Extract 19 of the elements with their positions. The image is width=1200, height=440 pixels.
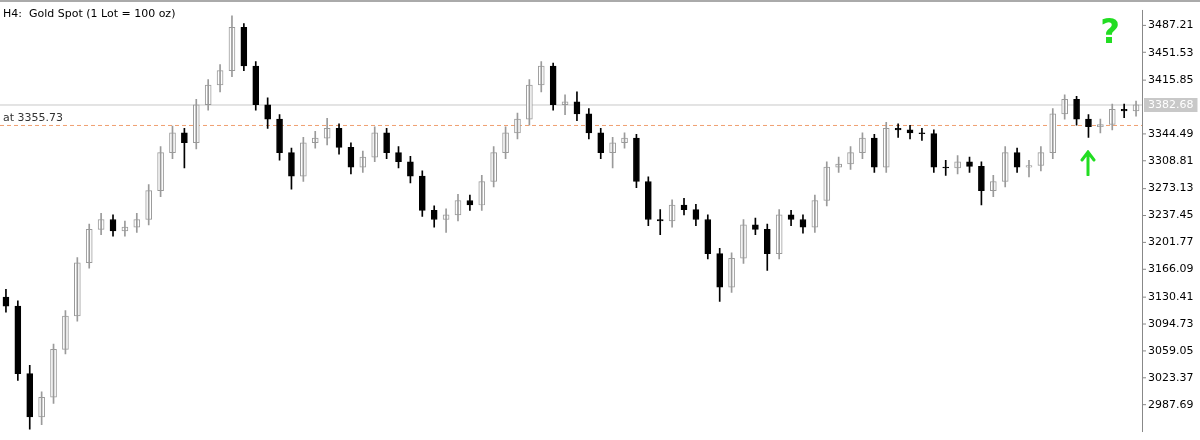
candlestick [656, 209, 664, 235]
y-tick-label: 3237.45 [1148, 208, 1194, 222]
y-tick-label: 3273.13 [1148, 181, 1194, 195]
candlestick [942, 159, 950, 176]
ref-line-label: at 3355.73 [3, 111, 64, 125]
annotation: ? [1100, 11, 1120, 51]
chart-title: H4: Gold Spot (1 Lot = 100 oz) [3, 6, 176, 20]
y-tick-label: 3023.37 [1148, 370, 1194, 384]
y-tick-label: 3487.21 [1148, 18, 1194, 32]
y-tick-label: 3094.73 [1148, 316, 1194, 330]
y-tick-label: 3451.53 [1148, 45, 1194, 59]
y-tick-label: 3201.77 [1148, 235, 1194, 249]
y-tick-label: 3166.09 [1148, 262, 1194, 276]
y-tick-label: 3130.41 [1148, 289, 1194, 303]
y-tick-label: 3415.85 [1148, 72, 1194, 86]
y-tick-label: 3059.05 [1148, 343, 1194, 357]
y-tick-label: 3308.81 [1148, 154, 1194, 167]
y-tick-label: 3344.49 [1148, 126, 1194, 140]
y-tick-label: 2987.69 [1148, 397, 1194, 411]
